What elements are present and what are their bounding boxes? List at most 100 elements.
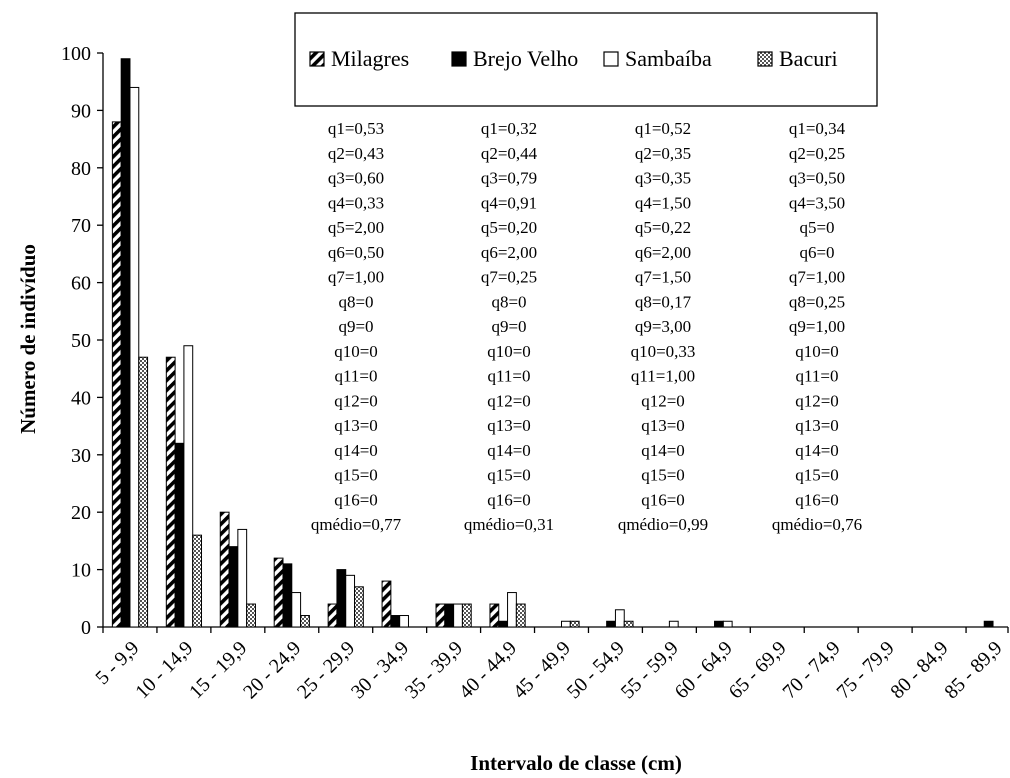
x-tick-label: 55 - 59,9 (617, 637, 683, 703)
y-tick-label: 40 (71, 387, 91, 409)
q-annotation: q3=0,50 (789, 169, 845, 188)
q-annotation: q13=0 (795, 416, 839, 435)
q-annotation: q7=1,50 (635, 268, 691, 287)
q-annotation: q3=0,60 (328, 169, 384, 188)
q-annotation: q2=0,25 (789, 144, 845, 163)
bar-samba-ba (614, 609, 625, 628)
q-annotation: q8=0,17 (635, 292, 692, 311)
y-tick-label: 50 (71, 330, 91, 352)
q-annotation: q9=0 (338, 317, 373, 336)
legend: Milagres Brejo Velho Sambaíba Bacuri (294, 12, 878, 107)
y-tick-label: 80 (71, 158, 91, 180)
q-annotation: q14=0 (641, 441, 685, 460)
bar-milagres (381, 580, 392, 628)
legend-swatch (603, 51, 619, 67)
bar-bacuri (569, 620, 580, 628)
bars (111, 58, 994, 628)
bar-samba-ba (561, 620, 571, 628)
bar-bacuri (192, 534, 203, 628)
legend-swatch (451, 51, 467, 67)
q-annotation: q10=0 (795, 342, 839, 361)
q-annotation: q13=0 (641, 416, 685, 435)
q-annotation: q5=0,20 (481, 218, 537, 237)
bar-samba-ba (183, 345, 194, 628)
y-tick-label: 100 (61, 43, 91, 65)
q-annotation: q1=0,32 (481, 119, 537, 138)
q-annotation: qmédio=0,99 (618, 515, 708, 534)
bar-brejo-velho (714, 620, 724, 628)
x-tick-label: 85 - 89,9 (940, 637, 1006, 703)
x-tick-label: 35 - 39,9 (401, 637, 467, 703)
q-annotation: q12=0 (641, 391, 685, 410)
bar-bacuri (354, 586, 364, 628)
q-annotation: q16=0 (334, 490, 378, 509)
bar-brejo-velho (282, 563, 293, 628)
q-annotation: q15=0 (795, 466, 839, 485)
x-axis-title: Intervalo de classe (cm) (470, 751, 682, 775)
q-annotation: q5=0,22 (635, 218, 691, 237)
y-axis-title: Número de indivíduo (16, 244, 40, 434)
q-annotation: q16=0 (487, 490, 531, 509)
q-annotation: q10=0 (334, 342, 378, 361)
q-annotation: q11=1,00 (631, 367, 695, 386)
q-annotation: q2=0,43 (328, 144, 384, 163)
q-annotation: qmédio=0,77 (311, 515, 402, 534)
q-annotation: q15=0 (334, 466, 378, 485)
x-tick-label: 30 - 34,9 (347, 637, 413, 703)
x-tick-label: 50 - 54,9 (563, 637, 629, 703)
q-annotation: q7=1,00 (789, 268, 845, 287)
legend-label: Milagres (331, 46, 409, 71)
q-annotation: q11=0 (488, 367, 531, 386)
bar-samba-ba (129, 86, 140, 628)
bar-bacuri (461, 603, 472, 628)
q-annotation: q16=0 (795, 490, 839, 509)
q-annotation: q8=0 (491, 292, 526, 311)
q-annotation: q12=0 (487, 391, 531, 410)
bar-brejo-velho (390, 615, 401, 628)
bar-brejo-velho (174, 442, 185, 628)
bar-brejo-velho (983, 620, 994, 628)
bar-samba-ba (291, 592, 302, 628)
bar-brejo-velho (498, 620, 509, 628)
x-tick-label: 75 - 79,9 (832, 637, 898, 703)
bar-samba-ba (722, 620, 733, 628)
y-axis: 0 10 20 30 40 50 60 70 80 90 100 (61, 43, 104, 639)
q-annotation: q14=0 (487, 441, 531, 460)
q-annotation: q4=0,91 (481, 193, 537, 212)
legend-label: Sambaíba (625, 46, 712, 71)
q-annotation: q4=1,50 (635, 193, 691, 212)
q-annotation: q10=0,33 (631, 342, 696, 361)
x-tick-label: 20 - 24,9 (239, 637, 305, 703)
q-annotation: q8=0,25 (789, 292, 845, 311)
q-annotation: q14=0 (795, 441, 839, 460)
bar-bacuri (300, 615, 310, 628)
x-tick-label: 10 - 14,9 (131, 637, 197, 703)
x-tick-label: 60 - 64,9 (671, 637, 737, 703)
legend-swatch (757, 51, 773, 67)
q-annotation: qmédio=0,76 (772, 515, 862, 534)
bar-milagres (435, 603, 446, 628)
q-annotation: q14=0 (334, 441, 378, 460)
q-annotation: q12=0 (334, 391, 378, 410)
x-tick-label: 45 - 49,9 (509, 637, 575, 703)
q-annotation: q9=0 (491, 317, 526, 336)
bar-milagres (165, 356, 176, 628)
y-tick-label: 30 (71, 445, 91, 467)
q-annotation: q4=0,33 (328, 193, 384, 212)
bar-samba-ba (453, 603, 463, 628)
bar-milagres (489, 603, 500, 628)
q-annotation: q8=0 (338, 292, 373, 311)
x-axis: 5 - 9,910 - 14,915 - 19,920 - 24,925 - 2… (91, 626, 1009, 703)
q-annotations: q1=0,53 q2=0,43 q3=0,60 q4=0,33 q5=2,00 q6=0,… (311, 119, 862, 534)
bar-samba-ba (507, 592, 517, 628)
bar-bacuri (623, 620, 634, 628)
bar-samba-ba (399, 615, 409, 628)
y-tick-label: 20 (71, 502, 91, 524)
bar-bacuri (246, 603, 256, 628)
y-tick-label: 70 (71, 215, 91, 237)
bar-milagres (111, 121, 122, 628)
q-annotation: q13=0 (334, 416, 378, 435)
q-annotation: q11=0 (335, 367, 378, 386)
bar-samba-ba (345, 574, 356, 628)
